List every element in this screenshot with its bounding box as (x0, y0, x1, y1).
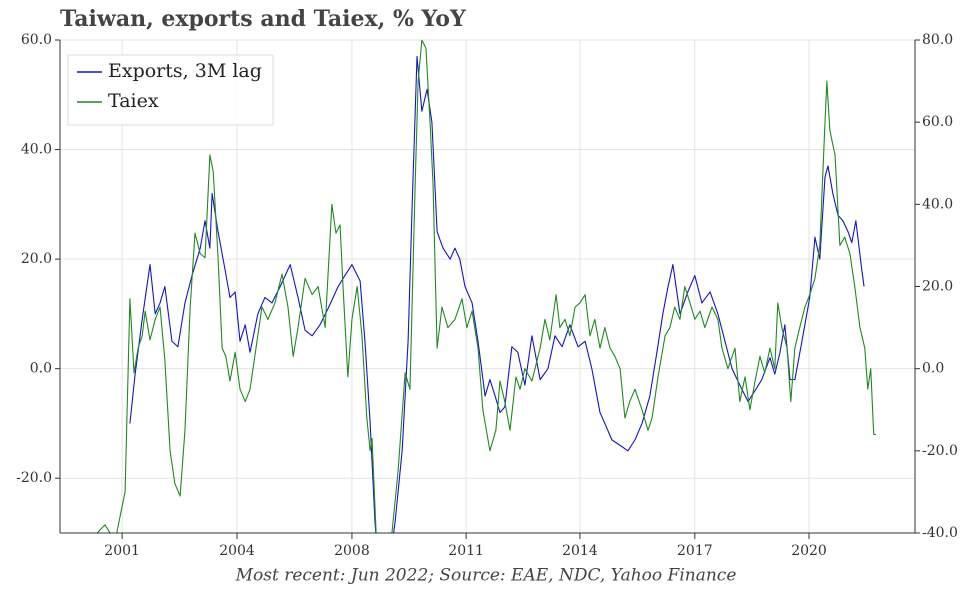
y-tick-label: 60.0 (21, 32, 52, 48)
x-tick-label: 2020 (791, 543, 827, 559)
legend: Exports, 3M lag Taiex (67, 54, 274, 126)
series-line (96, 40, 876, 533)
x-tick-label: 2011 (448, 543, 484, 559)
y2-tick-label: 60.0 (922, 114, 953, 130)
y-tick-label: -20.0 (16, 470, 52, 486)
y2-tick-label: 0.0 (922, 361, 944, 377)
legend-label: Exports, 3M lag (108, 60, 262, 82)
y2-tick-label: 80.0 (922, 32, 953, 48)
x-tick-label: 2004 (219, 543, 255, 559)
series-line (129, 55, 865, 533)
plot-area (96, 40, 876, 533)
y-tick-label: 0.0 (30, 361, 52, 377)
y-tick-label: 40.0 (21, 142, 52, 158)
y2-tick-label: 20.0 (922, 279, 953, 295)
legend-box (67, 54, 274, 126)
y2-tick-label: -20.0 (922, 443, 958, 459)
y-tick-label: 20.0 (21, 251, 52, 267)
legend-label: Taiex (108, 90, 159, 112)
x-tick-label: 2014 (562, 543, 598, 559)
axes: -20.0 0.0 20.0 40.0 60.0 -40.0 -20.0 0.0 20.0 40.… (16, 32, 958, 559)
footnote: Most recent: Jun 2022; Source: EAE, NDC,… (235, 566, 737, 586)
chart-title: Taiwan, exports and Taiex, % YoY (60, 6, 466, 32)
y2-tick-label: -40.0 (922, 525, 958, 541)
x-tick-label: 2017 (677, 543, 713, 559)
x-tick-label: 2001 (104, 543, 140, 559)
x-tick-label: 2008 (334, 543, 370, 559)
y2-tick-label: 40.0 (922, 196, 953, 212)
